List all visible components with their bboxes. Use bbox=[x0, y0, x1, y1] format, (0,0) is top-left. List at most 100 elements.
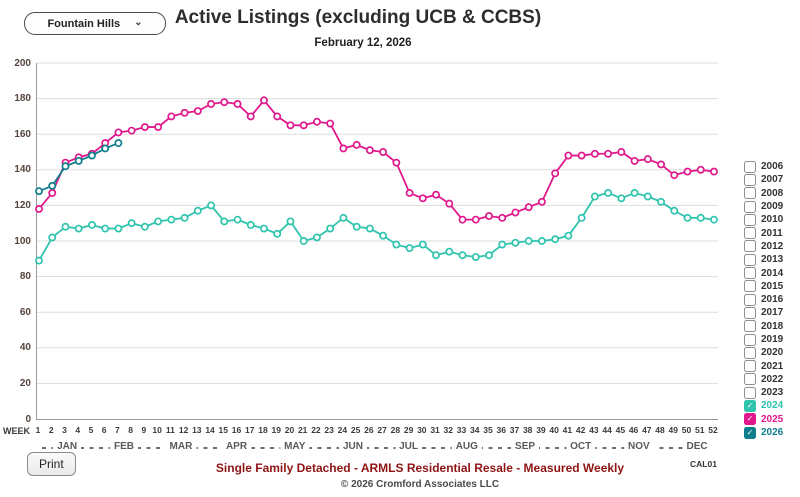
data-point-2024 bbox=[392, 240, 401, 249]
legend-year-label: 2017 bbox=[761, 307, 784, 319]
chart-code: CAL01 bbox=[690, 459, 717, 469]
data-point-2024 bbox=[696, 213, 705, 222]
checkbox-icon[interactable] bbox=[744, 373, 756, 386]
checkbox-checked-icon[interactable]: ✓ bbox=[744, 413, 756, 426]
data-point-2025 bbox=[458, 215, 467, 224]
data-point-2026 bbox=[48, 181, 57, 190]
data-point-2025 bbox=[180, 108, 189, 117]
week-tick-label: 2 bbox=[48, 425, 54, 435]
legend-year-2014[interactable]: 2014 bbox=[744, 266, 798, 280]
legend-year-2021[interactable]: 2021 bbox=[744, 359, 798, 373]
checkbox-icon[interactable] bbox=[744, 320, 756, 333]
week-tick-label: 26 bbox=[364, 425, 374, 435]
week-tick-label: 17 bbox=[245, 425, 255, 435]
data-point-2025 bbox=[643, 155, 652, 164]
week-tick-label: 38 bbox=[522, 425, 533, 435]
week-tick-label: 27 bbox=[377, 425, 387, 435]
legend-year-label: 2020 bbox=[761, 347, 784, 359]
data-point-2025 bbox=[220, 98, 229, 107]
checkbox-icon[interactable] bbox=[744, 267, 756, 280]
checkbox-icon[interactable] bbox=[744, 360, 756, 373]
data-point-2024 bbox=[511, 238, 520, 247]
legend-year-2023[interactable]: 2023 bbox=[744, 386, 798, 399]
data-point-2024 bbox=[87, 221, 96, 229]
week-tick-label: 6 bbox=[101, 425, 107, 435]
legend-year-label: 2024 bbox=[761, 400, 784, 412]
data-point-2024 bbox=[114, 224, 123, 233]
week-tick-label: 7 bbox=[115, 425, 120, 435]
checkbox-icon[interactable] bbox=[744, 293, 756, 306]
checkbox-icon[interactable] bbox=[744, 227, 756, 240]
week-tick-label: 24 bbox=[337, 425, 348, 435]
legend-year-2007[interactable]: 2007 bbox=[744, 173, 798, 186]
week-tick-label: 46 bbox=[628, 425, 639, 435]
week-tick-label: 12 bbox=[178, 425, 189, 435]
legend-year-2015[interactable]: 2015 bbox=[744, 280, 798, 293]
data-point-2024 bbox=[167, 215, 176, 224]
data-point-2025 bbox=[471, 215, 480, 224]
checkbox-icon[interactable] bbox=[744, 213, 756, 226]
legend-year-2012[interactable]: 2012 bbox=[744, 240, 798, 253]
checkbox-icon[interactable] bbox=[744, 306, 756, 319]
data-point-2025 bbox=[564, 151, 573, 160]
legend-year-2022[interactable]: 2022 bbox=[744, 373, 798, 386]
legend-year-2019[interactable]: 2019 bbox=[744, 333, 798, 346]
series-line-2024 bbox=[38, 191, 715, 262]
legend-year-2025[interactable]: ✓ 2025 bbox=[744, 413, 798, 426]
legend-year-2008[interactable]: 2008 bbox=[744, 187, 798, 200]
week-tick-label: 31 bbox=[430, 425, 440, 435]
checkbox-icon[interactable] bbox=[744, 346, 756, 359]
y-tick-label: 0 bbox=[25, 413, 31, 425]
legend-year-2017[interactable]: 2017 bbox=[744, 306, 798, 319]
y-tick-label: 120 bbox=[14, 199, 31, 211]
checkbox-icon[interactable] bbox=[744, 187, 756, 200]
data-point-2025 bbox=[140, 123, 149, 132]
legend-year-2016[interactable]: 2016 bbox=[744, 293, 798, 306]
legend-year-2026[interactable]: ✓ 2026 bbox=[744, 426, 798, 439]
legend-year-2024[interactable]: ✓ 2024 bbox=[744, 399, 798, 412]
data-point-2025 bbox=[260, 96, 268, 105]
checkbox-icon[interactable] bbox=[744, 160, 756, 173]
legend-year-label: 2011 bbox=[761, 227, 783, 239]
data-point-2024 bbox=[233, 215, 242, 224]
data-point-2025 bbox=[590, 149, 599, 158]
legend-year-2020[interactable]: 2020 bbox=[744, 346, 798, 359]
area-selector-dropdown[interactable]: Fountain Hills ⌄ bbox=[24, 12, 166, 35]
data-point-2025 bbox=[696, 165, 705, 174]
checkbox-icon[interactable] bbox=[744, 200, 756, 213]
week-tick-label: 52 bbox=[708, 425, 718, 435]
checkbox-icon[interactable] bbox=[744, 386, 756, 399]
data-point-2025 bbox=[326, 119, 335, 128]
legend-year-2013[interactable]: 2013 bbox=[744, 253, 798, 266]
legend-year-label: 2015 bbox=[761, 280, 784, 292]
data-point-2024 bbox=[524, 237, 533, 245]
checkbox-icon[interactable] bbox=[744, 173, 756, 186]
chevron-down-icon: ⌄ bbox=[134, 17, 143, 28]
data-point-2024 bbox=[339, 213, 348, 222]
data-point-2024 bbox=[220, 217, 229, 226]
data-point-2025 bbox=[537, 197, 546, 206]
legend-year-2018[interactable]: 2018 bbox=[744, 320, 798, 333]
checkbox-icon[interactable] bbox=[744, 280, 756, 293]
checkbox-icon[interactable] bbox=[744, 240, 756, 253]
legend-year-2006[interactable]: 2006 bbox=[744, 160, 798, 173]
week-tick-label: 14 bbox=[205, 425, 215, 435]
checkbox-checked-icon[interactable]: ✓ bbox=[744, 399, 756, 412]
month-row: JAN FEB MAR APR MAY JUN JUL AUG SEP OCT NOV DEC bbox=[36, 441, 717, 455]
data-point-2025 bbox=[498, 213, 507, 222]
checkbox-icon[interactable] bbox=[744, 333, 756, 346]
checkbox-checked-icon[interactable]: ✓ bbox=[744, 426, 756, 439]
data-point-2025 bbox=[511, 208, 520, 217]
legend-year-2011[interactable]: 2011 bbox=[744, 226, 798, 240]
legend-year-label: 2010 bbox=[761, 214, 784, 226]
data-point-2025 bbox=[445, 199, 454, 208]
print-button[interactable]: Print bbox=[27, 452, 76, 476]
data-point-2024 bbox=[670, 206, 679, 215]
data-point-2025 bbox=[154, 123, 163, 132]
y-tick-label: 200 bbox=[14, 57, 31, 69]
data-point-2024 bbox=[683, 213, 692, 222]
legend-year-2010[interactable]: 2010 bbox=[744, 213, 798, 226]
data-point-2024 bbox=[101, 224, 110, 233]
legend-year-2009[interactable]: 2009 bbox=[744, 200, 798, 213]
checkbox-icon[interactable] bbox=[744, 253, 756, 266]
